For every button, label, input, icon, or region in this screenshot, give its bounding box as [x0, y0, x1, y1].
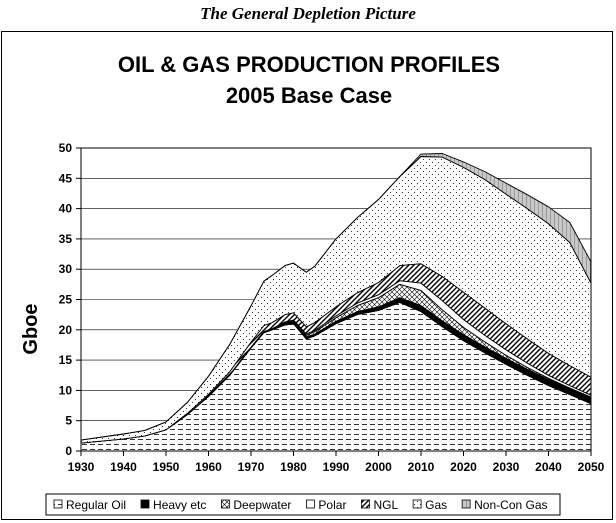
- x-tick-label-1980: 1980: [280, 460, 307, 474]
- y-tick-label-50: 50: [59, 141, 73, 155]
- legend-swatch-heavy-etc: [140, 499, 150, 509]
- legend-label-deepwater: Deepwater: [233, 498, 291, 512]
- x-tick-label-2040: 2040: [535, 460, 562, 474]
- caption: The General Depletion Picture: [200, 4, 416, 23]
- y-tick-labels: 0 5 10 15 20 25 30 35 40 45 50: [59, 141, 73, 458]
- legend-label-polar: Polar: [318, 498, 346, 512]
- x-tick-label-2000: 2000: [365, 460, 392, 474]
- x-tick-label-1940: 1940: [110, 460, 137, 474]
- legend-label-ngl: NGL: [373, 498, 398, 512]
- y-tick-label-30: 30: [59, 262, 73, 276]
- legend-swatch-ngl: [361, 499, 370, 509]
- legend-label-regular-oil: Regular Oil: [66, 498, 126, 512]
- legend-swatch-gas: [412, 499, 422, 509]
- x-tick-label-1930: 1930: [68, 460, 95, 474]
- x-tick-label-2010: 2010: [408, 460, 435, 474]
- y-tick-label-5: 5: [65, 414, 72, 428]
- legend-label-non-con-gas: Non-Con Gas: [474, 498, 547, 512]
- y-tick-label-35: 35: [59, 232, 73, 246]
- legend-swatch-polar: [306, 499, 315, 509]
- y-tick-label-10: 10: [59, 383, 73, 397]
- y-axis-label: Gboe: [20, 303, 42, 354]
- legend-swatch-non-con-gas: [461, 499, 471, 509]
- y-tick-label-20: 20: [59, 323, 73, 337]
- x-tick-label-2030: 2030: [493, 460, 520, 474]
- stacked-areas: [80, 153, 592, 452]
- legend-label-heavy-etc: Heavy etc: [153, 498, 206, 512]
- production-profile-chart: OIL & GAS PRODUCTION PROFILES 2005 Base …: [20, 52, 605, 516]
- legend: Regular Oil Heavy etc Deepwater Polar NGL Gas…: [45, 493, 561, 516]
- legend-swatch-deepwater: [220, 499, 230, 509]
- legend-box: [45, 493, 561, 516]
- axes: [76, 147, 592, 456]
- chart-title: OIL & GAS PRODUCTION PROFILES: [118, 52, 500, 77]
- x-tick-label-1970: 1970: [238, 460, 265, 474]
- chart-subtitle: 2005 Base Case: [226, 83, 392, 108]
- x-tick-labels: 1930 1940 1950 1960 1970 1980 1990 2000 2010 2020…: [68, 460, 605, 474]
- y-tick-label-25: 25: [59, 293, 73, 307]
- legend-swatch-regular-oil: [53, 499, 63, 509]
- x-tick-label-1990: 1990: [323, 460, 350, 474]
- legend-label-gas: Gas: [425, 498, 447, 512]
- x-tick-label-2020: 2020: [450, 460, 477, 474]
- y-tick-label-0: 0: [65, 444, 72, 458]
- y-tick-label-15: 15: [59, 353, 73, 367]
- x-tick-label-1960: 1960: [195, 460, 222, 474]
- x-tick-label-1950: 1950: [153, 460, 180, 474]
- chart-frame: OIL & GAS PRODUCTION PROFILES 2005 Base …: [1, 31, 613, 520]
- y-tick-label-40: 40: [59, 202, 73, 216]
- y-tick-label-45: 45: [59, 171, 73, 185]
- x-tick-label-2050: 2050: [578, 460, 605, 474]
